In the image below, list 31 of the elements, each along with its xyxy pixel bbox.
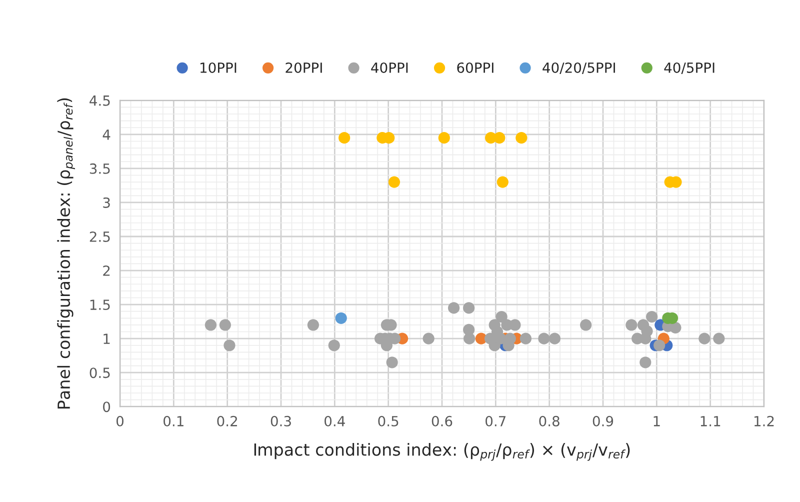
y-tick-label: 2: [103, 265, 110, 276]
legend-label: 20PPI: [286, 62, 322, 73]
y-tick-label: 4: [102, 130, 110, 140]
y-tick-label: 4.5: [90, 96, 110, 106]
legend-label: 40PPI: [371, 62, 408, 73]
x-tick-label: 1: [654, 416, 660, 426]
legend-label: 10PPI: [200, 62, 236, 73]
x-tick-label: 0.4: [324, 416, 345, 426]
x-tick-label: 0.3: [270, 416, 291, 426]
legend-label: 40/5PPI: [664, 62, 714, 74]
y-tick-label: 0: [103, 402, 110, 412]
legend-label: 40/20/5PPI: [542, 62, 615, 74]
x-tick-label: 0.2: [217, 416, 237, 426]
y-tick-label: 3.5: [90, 163, 110, 174]
x-tick-label: 0: [116, 416, 124, 426]
x-tick-label: 0.5: [378, 416, 398, 426]
x-tick-label: 0.8: [539, 416, 560, 426]
y-axis-title: Panel configuration index: (ρ$_{panel}$/ρ$_{ref}$): [57, 98, 75, 408]
x-tick-label: 1.1: [700, 416, 720, 426]
x-tick-label: 0.1: [164, 416, 184, 426]
y-tick-label: 0.5: [90, 368, 110, 378]
x-tick-label: 1.2: [754, 416, 774, 426]
text: Impact conditions index: (ρ$_{prj}$/ρ$_{ref}$) × (v$_{prj}$/v$_{ref}$): [254, 442, 630, 461]
y-tick-label: 1.5: [90, 300, 110, 310]
y-tick-label: 2.5: [90, 231, 110, 242]
x-tick-label: 0.9: [592, 416, 614, 426]
legend-label: 60PPI: [457, 62, 494, 73]
y-tick-label: 1: [104, 334, 110, 344]
y-tick-label: 3: [103, 197, 110, 208]
x-tick-label: 0.6: [432, 416, 452, 426]
x-tick-label: 0.7: [486, 416, 506, 426]
